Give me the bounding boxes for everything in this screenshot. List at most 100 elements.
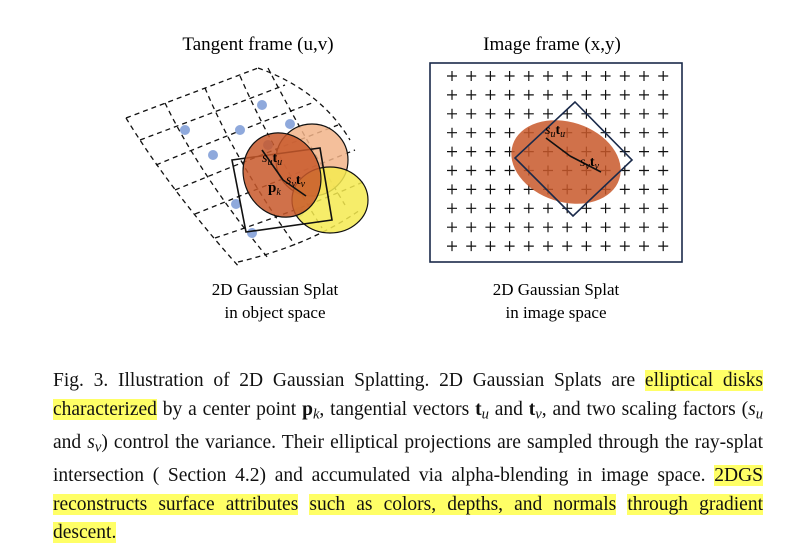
label-part: s bbox=[545, 123, 551, 138]
caption-text: such as colors, depths, and normals bbox=[309, 493, 617, 515]
panel-caption: 2D Gaussian Splat bbox=[493, 280, 620, 299]
caption-text: u bbox=[481, 406, 489, 423]
pixel-cross bbox=[504, 184, 515, 195]
pixel-cross bbox=[658, 203, 669, 214]
caption-text: Fig. 3. Illustration of 2D Gaussian Spla… bbox=[53, 370, 645, 391]
pixel-cross bbox=[562, 222, 573, 233]
pixel-cross bbox=[562, 71, 573, 81]
pixel-cross bbox=[658, 89, 669, 100]
pixel-cross bbox=[658, 146, 669, 157]
pixel-cross bbox=[600, 222, 611, 233]
panel-caption: 2D Gaussian Splat bbox=[212, 280, 339, 299]
pixel-cross bbox=[543, 71, 553, 81]
pixel-cross bbox=[619, 127, 630, 138]
pixel-cross bbox=[523, 203, 534, 214]
pixel-cross bbox=[523, 71, 534, 81]
label-part: v bbox=[585, 161, 590, 172]
projected-plane bbox=[513, 100, 634, 218]
figure-diagram: Tangent frame (u,v) Image frame (x,y) 2D… bbox=[125, 34, 683, 322]
pixel-cross bbox=[466, 127, 477, 138]
pixel-cross bbox=[600, 71, 611, 81]
pixel-cross bbox=[639, 71, 649, 81]
label-part: t bbox=[555, 123, 560, 138]
pixel-cross bbox=[658, 241, 669, 252]
pixel-cross bbox=[639, 241, 649, 252]
pixel-cross bbox=[485, 89, 496, 100]
pixel-cross bbox=[466, 165, 477, 176]
pixel-cross bbox=[639, 184, 649, 195]
label-part: s bbox=[286, 173, 292, 188]
caption-text bbox=[298, 494, 309, 515]
pixel-cross bbox=[466, 89, 477, 100]
pixel-cross bbox=[485, 146, 496, 157]
label-part: t bbox=[296, 173, 301, 188]
pixel-cross bbox=[543, 203, 553, 214]
pixel-cross bbox=[466, 71, 477, 81]
tangent-vectors bbox=[261, 149, 307, 197]
label-part: u bbox=[560, 129, 565, 140]
pixel-cross bbox=[581, 203, 592, 214]
figure-caption: Fig. 3. Illustration of 2D Gaussian Spla… bbox=[53, 367, 764, 548]
pixel-cross bbox=[639, 222, 649, 233]
pixel-cross bbox=[581, 71, 592, 81]
pixel-cross bbox=[543, 89, 553, 100]
pixel-cross bbox=[466, 203, 477, 214]
caption-text: ) control the variance. Their elliptical… bbox=[53, 431, 763, 487]
caption-text: , tangential vectors bbox=[319, 398, 476, 420]
projected-splat bbox=[511, 120, 621, 204]
pixel-cross bbox=[523, 222, 534, 233]
pixel-cross bbox=[485, 222, 496, 233]
pixel-cross bbox=[658, 108, 669, 119]
pixel-cross bbox=[639, 127, 649, 138]
caption-text: and bbox=[53, 431, 88, 453]
pixel-cross bbox=[447, 108, 457, 119]
label-part: v bbox=[291, 179, 296, 190]
pixel-cross bbox=[523, 241, 534, 252]
label-part: v bbox=[595, 161, 600, 172]
pixel-cross bbox=[658, 71, 669, 81]
pixel-cross bbox=[447, 89, 457, 100]
pixel-cross bbox=[600, 203, 611, 214]
label-part: u bbox=[277, 157, 282, 168]
label: sutu bbox=[545, 123, 565, 140]
caption-text: v bbox=[535, 406, 542, 423]
caption-text: u bbox=[755, 406, 764, 423]
caption-text: s bbox=[748, 398, 756, 420]
pixel-cross bbox=[504, 222, 515, 233]
pixel-cross bbox=[504, 203, 515, 214]
label-part: t bbox=[590, 155, 595, 170]
pixel-cross bbox=[447, 146, 457, 157]
caption-text: t bbox=[475, 398, 482, 420]
label-part: t bbox=[272, 151, 277, 166]
pixel-cross bbox=[466, 146, 477, 157]
caption-text: and bbox=[488, 398, 529, 420]
label-part: u bbox=[267, 157, 272, 168]
splat bbox=[242, 132, 322, 218]
pixel-cross bbox=[466, 241, 477, 252]
pixel-cross bbox=[562, 241, 573, 252]
pixel-cross bbox=[447, 127, 457, 138]
pixel-cross bbox=[639, 89, 649, 100]
pixel-cross bbox=[658, 127, 669, 138]
pixel-cross bbox=[447, 222, 457, 233]
pixel-cross bbox=[562, 108, 573, 119]
pixel-cross bbox=[658, 184, 669, 195]
tangent-vectors bbox=[545, 137, 602, 173]
panel-title: Image frame (x,y) bbox=[483, 34, 621, 55]
label-part: k bbox=[276, 187, 281, 198]
pixel-cross bbox=[485, 241, 496, 252]
pixel-cross bbox=[504, 241, 515, 252]
pixel-cross bbox=[639, 108, 649, 119]
pixel-cross bbox=[485, 71, 496, 81]
pixel-cross bbox=[562, 89, 573, 100]
pixel-cross bbox=[504, 71, 515, 81]
caption-text: k bbox=[312, 406, 320, 423]
pixel-cross bbox=[581, 89, 592, 100]
label-part: s bbox=[262, 151, 268, 166]
panel-title: Tangent frame (u,v) bbox=[182, 34, 333, 55]
pixel-cross bbox=[562, 203, 573, 214]
pixel-cross bbox=[523, 108, 534, 119]
pixel-cross bbox=[504, 89, 515, 100]
pixel-cross bbox=[600, 108, 611, 119]
